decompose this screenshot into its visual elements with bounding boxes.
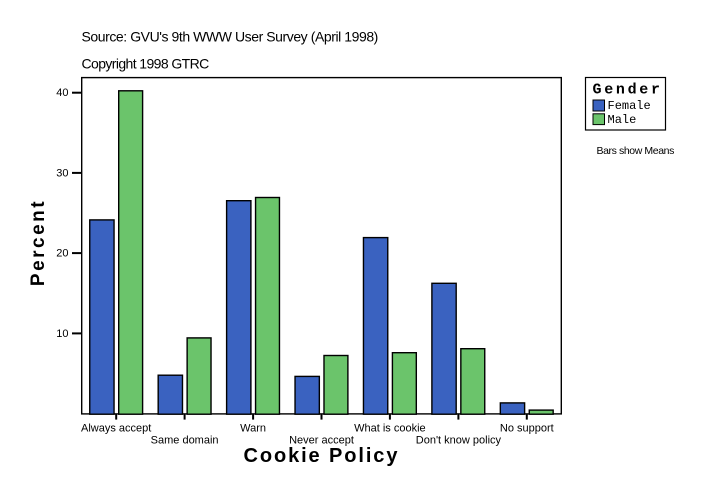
svg-text:Warn: Warn bbox=[240, 423, 266, 435]
svg-text:10: 10 bbox=[56, 328, 68, 340]
svg-text:Don't know policy: Don't know policy bbox=[416, 434, 502, 446]
svg-text:Gender: Gender bbox=[593, 82, 663, 99]
svg-text:20: 20 bbox=[56, 248, 68, 260]
svg-text:Female: Female bbox=[608, 99, 651, 113]
svg-text:Source: GVU's 9th WWW User Sur: Source: GVU's 9th WWW User Survey (April… bbox=[82, 29, 378, 45]
svg-text:No support: No support bbox=[500, 423, 554, 435]
svg-text:Cookie Policy: Cookie Policy bbox=[244, 445, 400, 467]
svg-text:Bars show Means: Bars show Means bbox=[597, 145, 675, 157]
svg-text:Same domain: Same domain bbox=[151, 434, 219, 446]
svg-text:30: 30 bbox=[56, 167, 68, 179]
svg-text:Always accept: Always accept bbox=[81, 423, 151, 435]
svg-text:Never accept: Never accept bbox=[289, 434, 354, 446]
svg-text:Percent: Percent bbox=[28, 199, 49, 286]
svg-text:Copyright 1998 GTRC: Copyright 1998 GTRC bbox=[82, 56, 210, 72]
svg-text:What is cookie: What is cookie bbox=[354, 423, 426, 435]
svg-text:Male: Male bbox=[608, 113, 637, 127]
svg-text:40: 40 bbox=[56, 87, 68, 99]
